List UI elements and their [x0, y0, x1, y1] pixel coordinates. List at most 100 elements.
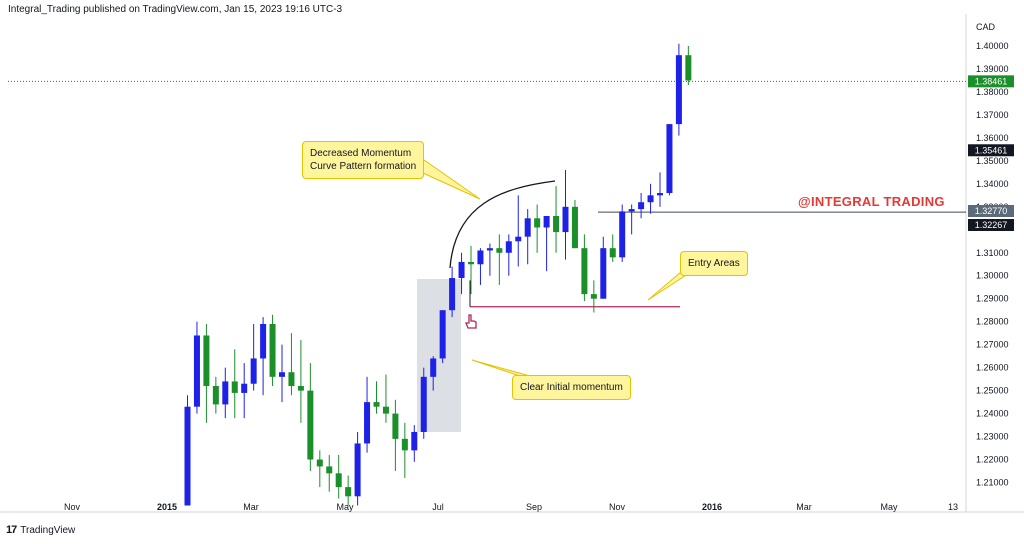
candle	[486, 243, 493, 276]
price-label-text: 1.32267	[975, 220, 1008, 230]
chart-overlays	[8, 80, 966, 432]
candle	[468, 245, 474, 295]
candle-body	[279, 372, 285, 377]
candle-body	[345, 487, 352, 497]
candle-body	[571, 206, 578, 249]
candle-body	[373, 402, 380, 407]
candle	[496, 234, 503, 285]
candle	[685, 45, 692, 86]
candle	[581, 234, 588, 302]
candle	[430, 356, 437, 391]
candle	[420, 367, 427, 439]
candle	[571, 199, 578, 249]
y-tick-label: 1.29000	[976, 294, 1009, 304]
candle-body	[524, 218, 531, 237]
candle	[675, 43, 682, 136]
candle	[364, 376, 371, 453]
candle-body	[439, 310, 446, 359]
candle-body	[515, 236, 522, 242]
candle-body	[449, 278, 456, 311]
candle-body	[600, 248, 607, 299]
y-tick-label: 1.34000	[976, 179, 1009, 189]
candle-body	[543, 216, 550, 228]
callout-entry-areas: Entry Areas	[680, 251, 748, 276]
callout-momentum-line1: Decreased Momentum	[310, 148, 412, 159]
time-axis: Nov 2015 Mar May Jul Sep Nov 2016 Mar May 13	[0, 502, 1024, 513]
candle-body	[203, 335, 210, 387]
candle-body	[657, 193, 663, 196]
candle	[590, 280, 597, 313]
candle	[382, 374, 389, 423]
x-tick-label: May	[880, 502, 898, 512]
candle-body	[534, 218, 541, 228]
price-label-text: 1.32770	[975, 206, 1008, 216]
candle	[326, 454, 333, 492]
price-label: 1.32267	[968, 219, 1014, 231]
candle	[439, 310, 446, 364]
candle-body	[184, 406, 191, 506]
y-tick-label: 1.28000	[976, 317, 1009, 327]
y-tick-label: 1.37000	[976, 110, 1009, 120]
candle	[307, 363, 314, 472]
footer: 17 TradingView	[6, 524, 75, 536]
price-label-bg	[968, 75, 1014, 88]
candle-body	[316, 459, 323, 467]
candle-body	[231, 381, 238, 393]
candle-body	[477, 250, 484, 265]
price-label: 1.32770	[968, 205, 1014, 217]
candle-body	[250, 358, 257, 384]
publish-header: Integral_Trading published on TradingVie…	[8, 4, 343, 15]
candle	[212, 376, 219, 414]
x-tick-label: Nov	[64, 502, 81, 512]
x-tick-label: Mar	[243, 502, 259, 512]
callout-initial-pointer	[471, 359, 531, 377]
tradingview-brand: TradingView	[20, 524, 76, 536]
price-label-bg	[968, 205, 1014, 217]
candle-body	[307, 390, 314, 460]
candle-body	[562, 206, 569, 233]
y-tick-label: 1.23000	[976, 432, 1009, 442]
x-tick-label: Nov	[609, 502, 626, 512]
candle-body	[458, 261, 465, 279]
currency-label: CAD	[976, 22, 996, 32]
candle-body	[241, 383, 248, 393]
price-label-text: 1.35461	[975, 145, 1008, 155]
candle	[628, 204, 635, 235]
candle	[193, 321, 200, 414]
candle	[184, 395, 191, 506]
y-tick-label: 1.26000	[976, 363, 1009, 373]
price-label: 1.35461	[968, 144, 1014, 157]
y-tick-label: 1.30000	[976, 271, 1009, 281]
candle	[647, 183, 654, 214]
y-tick-label: 1.35000	[976, 156, 1009, 166]
candle	[222, 367, 229, 419]
brand-watermark: @INTEGRAL TRADING	[798, 194, 945, 209]
callout-initial-text: Clear Initial momentum	[520, 382, 623, 393]
candle	[260, 317, 267, 396]
candle	[477, 248, 484, 285]
y-tick-label: 1.22000	[976, 455, 1009, 465]
x-tick-label: Sep	[526, 502, 542, 512]
candle-body	[685, 55, 692, 81]
candle	[241, 363, 248, 419]
candle-body	[486, 248, 493, 251]
candle-body	[222, 381, 229, 405]
candle-body	[638, 202, 645, 210]
y-tick-label: 1.36000	[976, 133, 1009, 143]
y-tick-label: 1.24000	[976, 409, 1009, 419]
candle-body	[354, 443, 361, 497]
candle	[543, 216, 550, 272]
candle-body	[411, 431, 418, 451]
price-axis: CAD 1.40000 1.39000 1.38000 1.37000 1.36000 1.…	[965, 14, 1009, 512]
candle	[449, 266, 456, 318]
candle	[316, 450, 323, 488]
candle	[505, 234, 512, 276]
candle	[392, 399, 399, 472]
y-tick-label: 1.21000	[976, 478, 1009, 488]
candle	[401, 422, 408, 478]
candle	[269, 314, 276, 387]
x-tick-label: Jul	[432, 502, 444, 512]
x-tick-label: 2015	[157, 502, 177, 512]
candle	[297, 340, 304, 423]
